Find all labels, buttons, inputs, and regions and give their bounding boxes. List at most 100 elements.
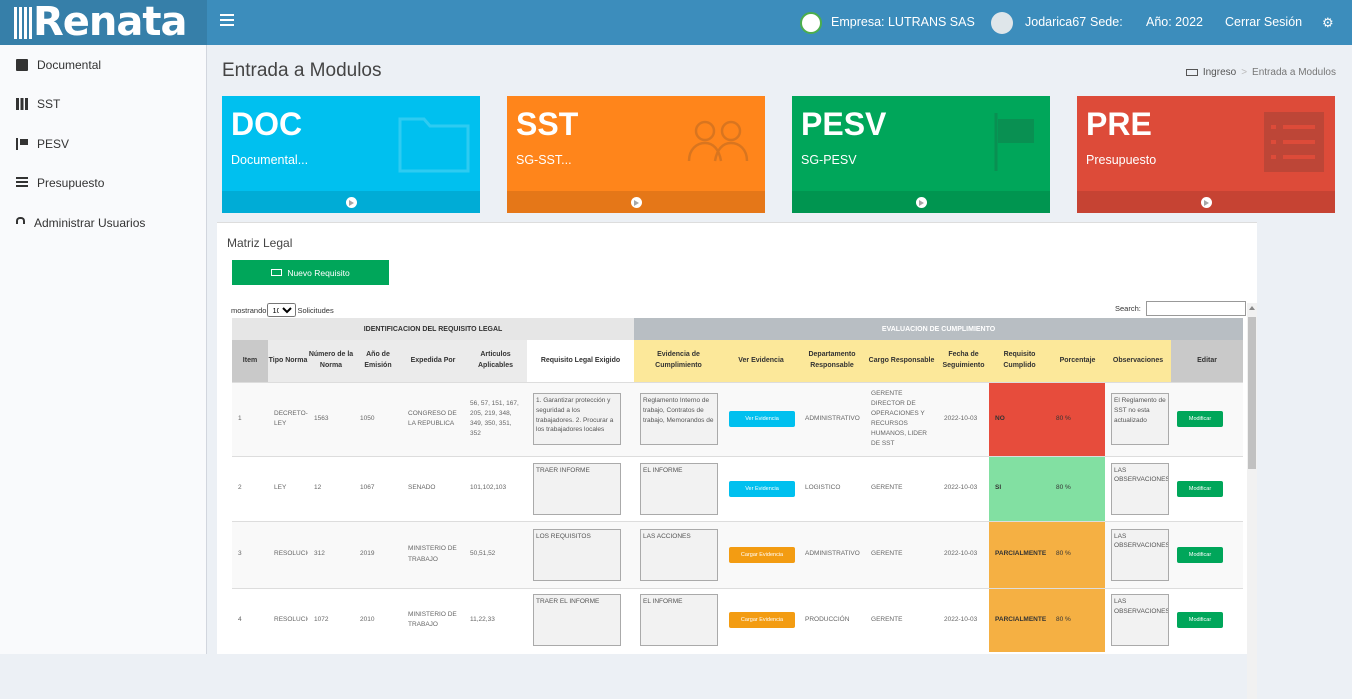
table-scrollbar[interactable]	[1247, 303, 1257, 699]
upload-evidence-button[interactable]: Cargar Evidencia	[729, 612, 796, 629]
cumplido-value: SI	[995, 484, 1002, 492]
sidebar-item-documental[interactable]: Documental	[0, 45, 206, 85]
requisito-textarea[interactable]: TRAER EL INFORME	[533, 594, 621, 647]
col-header-departamento-responsable[interactable]: Departamento Responsable	[799, 340, 866, 382]
breadcrumb-home[interactable]: Ingreso	[1202, 67, 1237, 78]
user-avatar[interactable]	[991, 12, 1013, 34]
depto-value: PRODUCCIÓN	[805, 616, 850, 624]
col-header-ver-evidencia[interactable]: Ver Evidencia	[723, 340, 800, 382]
articulos-value: 11,22,33	[470, 616, 495, 624]
cell-expedida: MINISTERIO DE TRABAJO	[402, 520, 464, 588]
evidencia-textarea[interactable]: EL INFORME	[640, 462, 719, 515]
col-header-a-o-de-emisi-n[interactable]: Año de Emisión	[354, 340, 402, 382]
fecha-value: 2022-10-03	[944, 484, 978, 492]
cell-cargo: GERENTE DIRECTOR DE OPERACIONES Y RECURS…	[865, 381, 939, 456]
more-info-arrow-icon[interactable]	[792, 191, 1050, 213]
col-header-observaciones[interactable]: Observaciones	[1105, 340, 1172, 382]
col-header-requisito-legal-exigido[interactable]: Requisito Legal Exigido	[527, 340, 635, 382]
col-header-tipo-norma[interactable]: Tipo Norma	[268, 340, 308, 382]
sidebar-item-administrar-usuarios[interactable]: Administrar Usuarios	[0, 203, 206, 243]
item-value: 2	[238, 484, 242, 492]
sidebar-item-sst[interactable]: SST	[0, 85, 206, 125]
requisito-textarea[interactable]: 1. Garantizar protección y seguridad a l…	[533, 393, 621, 445]
anio-value: 1067	[360, 484, 375, 492]
page-title: Entrada a Modulos	[222, 60, 382, 81]
cell-ver-evidencia: Cargar Evidencia	[723, 520, 800, 588]
view-evidence-button[interactable]: Ver Evidencia	[729, 411, 796, 427]
module-box-pesv[interactable]: PESV SG-PESV	[792, 96, 1050, 213]
page-size-select[interactable]: 10	[267, 303, 297, 317]
col-header-n-mero-de-la-norma[interactable]: Número de la Norma	[308, 340, 354, 382]
cell-porcentaje: 80 %	[1050, 520, 1106, 588]
menu-toggle-icon[interactable]	[220, 14, 234, 28]
numero-value: 1563	[314, 414, 329, 422]
requisito-textarea[interactable]: LOS REQUISITOS	[533, 528, 621, 581]
users-icon	[687, 120, 749, 162]
cumplido-value: NO	[995, 414, 1005, 422]
observaciones-textarea[interactable]: LAS OBSERVACIONES	[1111, 528, 1170, 581]
col-header-expedida-por[interactable]: Expedida Por	[402, 340, 464, 382]
numero-value: 1072	[314, 616, 329, 624]
requisito-textarea[interactable]: TRAER INFORME	[533, 462, 621, 515]
company-logo-icon	[800, 12, 822, 34]
col-header-item[interactable]: Item	[232, 340, 268, 382]
evidencia-textarea[interactable]: EL INFORME	[640, 594, 719, 647]
col-header-evidencia-de-cumplimiento[interactable]: Evidencia de Cumplimiento	[634, 340, 724, 382]
username[interactable]: Jodarica67	[1025, 15, 1087, 29]
module-box-pre[interactable]: PRE Presupuesto	[1077, 96, 1335, 213]
col-header-requisito-cumplido[interactable]: Requisito Cumplido	[989, 340, 1051, 382]
col-header-articulos-aplicables[interactable]: Articulos Aplicables	[464, 340, 527, 382]
cell-item: 4	[232, 587, 268, 652]
col-header-cargo-responsable[interactable]: Cargo Responsable	[865, 340, 939, 382]
evidencia-textarea[interactable]: Reglamento Interno de trabajo, Contratos…	[640, 393, 719, 445]
cargo-value: GERENTE	[871, 616, 903, 624]
cell-numero: 1563	[308, 381, 354, 456]
observaciones-textarea[interactable]: LAS OBSERVACIONES	[1111, 594, 1170, 647]
cell-editar: Modificar	[1171, 520, 1243, 588]
more-info-arrow-icon[interactable]	[222, 191, 480, 213]
search-input[interactable]	[1145, 301, 1246, 316]
edit-button[interactable]: Modificar	[1177, 411, 1224, 427]
cell-editar: Modificar	[1171, 455, 1243, 521]
articulos-value: 101,102,103	[470, 484, 507, 492]
edit-button[interactable]: Modificar	[1177, 612, 1224, 629]
more-info-arrow-icon[interactable]	[1077, 191, 1335, 213]
col-header-fecha-de-seguimiento[interactable]: Fecha de Seguimiento	[938, 340, 990, 382]
view-evidence-button[interactable]: Ver Evidencia	[729, 480, 796, 497]
cell-fecha: 2022-10-03	[938, 587, 990, 652]
more-info-arrow-icon[interactable]	[507, 191, 765, 213]
edit-button[interactable]: Modificar	[1177, 480, 1224, 497]
col-header-editar[interactable]: Editar	[1171, 340, 1243, 382]
cell-tipo: LEY	[268, 455, 308, 521]
cell-anio: 1050	[354, 381, 402, 456]
edit-button[interactable]: Modificar	[1177, 546, 1224, 563]
observaciones-textarea[interactable]: LAS OBSERVACIONES	[1111, 462, 1170, 515]
cell-requisito: TRAER INFORME	[527, 455, 635, 521]
cell-numero: 312	[308, 520, 354, 588]
settings-gear-icon[interactable]: ⚙	[1322, 15, 1334, 30]
module-box-doc[interactable]: DOC Documental...	[222, 96, 480, 213]
cell-expedida: CONGRESO DE LA REPUBLICA	[402, 381, 464, 456]
upload-evidence-button[interactable]: Cargar Evidencia	[729, 546, 796, 563]
cell-editar: Modificar	[1171, 381, 1243, 456]
cell-tipo: RESOLUCIÓN	[268, 520, 308, 588]
observaciones-textarea[interactable]: El Reglamento de SST no esta actualizado	[1111, 393, 1170, 445]
sidebar-item-presupuesto[interactable]: Presupuesto	[0, 164, 206, 204]
new-requirement-button[interactable]: Nuevo Requisito	[232, 260, 389, 285]
evidencia-textarea[interactable]: LAS ACCIONES	[640, 528, 719, 581]
col-header-porcentaje[interactable]: Porcentaje	[1050, 340, 1106, 382]
cell-tipo: DECRETO-LEY	[268, 381, 308, 456]
logout-link[interactable]: Cerrar Sesión	[1225, 15, 1303, 29]
main-content: Entrada a Modulos Ingreso > Entrada a Mo…	[207, 45, 1352, 699]
module-box-sst[interactable]: SST SG-SST...	[507, 96, 765, 213]
anio-value: 2019	[360, 550, 375, 558]
cell-porcentaje: 80 %	[1050, 455, 1106, 521]
anio-value: 1050	[360, 414, 375, 422]
cell-articulos: 11,22,33	[464, 587, 527, 652]
logo[interactable]: Renata	[0, 0, 207, 45]
cell-cumplido: PARCIALMENTE	[989, 520, 1051, 588]
cell-anio: 2010	[354, 587, 402, 652]
sidebar-item-pesv[interactable]: PESV	[0, 124, 206, 164]
cell-fecha: 2022-10-03	[938, 381, 990, 456]
tipo-norma-value: DECRETO-LEY	[274, 409, 308, 427]
